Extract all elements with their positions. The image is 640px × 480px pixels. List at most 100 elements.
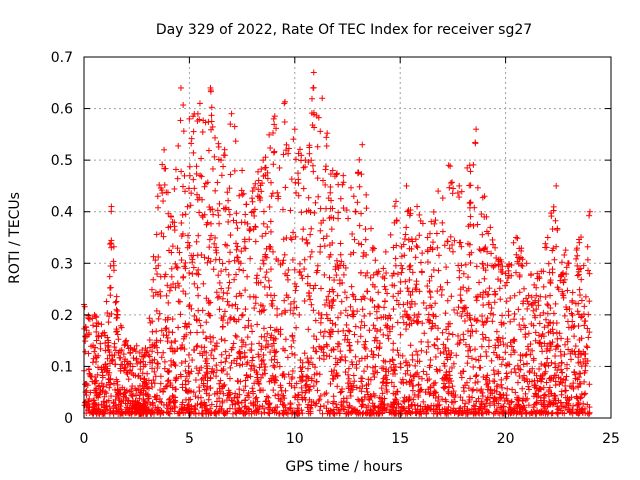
data-point [238, 248, 245, 255]
data-point [581, 322, 588, 329]
data-point [226, 258, 233, 265]
data-point [157, 373, 164, 380]
data-point [210, 266, 217, 273]
data-point [238, 312, 245, 319]
chart-title: Day 329 of 2022, Rate Of TEC Index for r… [156, 22, 532, 38]
data-point [357, 324, 364, 331]
data-point [371, 374, 378, 381]
data-point [434, 288, 441, 295]
data-point [267, 324, 274, 331]
data-point [444, 279, 451, 286]
data-point [101, 329, 108, 336]
data-point [242, 245, 249, 252]
data-point [257, 265, 264, 272]
data-point [451, 398, 458, 405]
data-point [236, 290, 243, 297]
data-point [437, 350, 444, 357]
data-point [299, 410, 306, 417]
data-point [554, 225, 561, 232]
data-point-peak [154, 193, 161, 200]
data-point [295, 180, 302, 187]
data-point [445, 388, 452, 395]
data-point [218, 268, 225, 275]
data-point [345, 327, 352, 334]
data-point [155, 254, 162, 261]
data-point [152, 257, 159, 264]
data-point [301, 256, 308, 263]
data-point [467, 375, 474, 382]
data-point [449, 248, 456, 255]
data-point [416, 211, 423, 218]
data-point [267, 349, 274, 356]
data-point [112, 299, 119, 306]
data-point [247, 373, 254, 380]
data-point [176, 249, 183, 256]
data-point [185, 185, 192, 192]
data-point [480, 302, 487, 309]
data-point [263, 397, 270, 404]
data-point [179, 211, 186, 218]
data-point [473, 372, 480, 379]
data-point [358, 210, 365, 217]
data-point [187, 202, 194, 209]
data-point-peak [553, 182, 560, 189]
data-point [465, 327, 472, 334]
data-point [321, 243, 328, 250]
data-point [270, 161, 277, 168]
data-point [489, 318, 496, 325]
data-point [178, 257, 185, 264]
data-point [430, 239, 437, 246]
data-point [317, 285, 324, 292]
data-point [458, 313, 465, 320]
data-point [288, 343, 295, 350]
data-point [464, 360, 471, 367]
data-point [268, 193, 275, 200]
data-point [522, 407, 529, 414]
data-point [153, 231, 160, 238]
y-tick-label: 0.4 [51, 205, 73, 221]
data-point [546, 347, 553, 354]
data-point [368, 225, 375, 232]
data-point [500, 341, 507, 348]
data-point [441, 360, 448, 367]
data-point [190, 149, 197, 156]
data-point [113, 306, 120, 313]
data-point-peak [473, 126, 480, 133]
data-point-peak [544, 234, 551, 241]
data-point [323, 142, 330, 149]
data-points [81, 69, 593, 417]
data-point [344, 380, 351, 387]
data-point [465, 385, 472, 392]
data-point [230, 340, 237, 347]
data-point [483, 353, 490, 360]
data-point [554, 410, 561, 417]
data-point [210, 355, 217, 362]
data-point [544, 310, 551, 317]
data-point [218, 285, 225, 292]
data-point [407, 342, 414, 349]
data-point [457, 292, 464, 299]
data-point [186, 163, 193, 170]
data-point [250, 184, 257, 191]
data-point [271, 113, 278, 120]
data-point [195, 292, 202, 299]
data-point [468, 355, 475, 362]
data-point [185, 351, 192, 358]
data-point [432, 353, 439, 360]
data-point [344, 312, 351, 319]
data-point [225, 302, 232, 309]
data-point [472, 373, 479, 380]
data-point [337, 310, 344, 317]
data-point [356, 183, 363, 190]
data-point [439, 228, 446, 235]
data-point [467, 316, 474, 323]
data-point [552, 382, 559, 389]
data-point [292, 156, 299, 163]
data-point [361, 313, 368, 320]
data-point [224, 290, 231, 297]
data-point-peak [523, 260, 530, 267]
data-point [381, 298, 388, 305]
data-point [193, 316, 200, 323]
data-point [576, 292, 583, 299]
data-point [522, 390, 529, 397]
